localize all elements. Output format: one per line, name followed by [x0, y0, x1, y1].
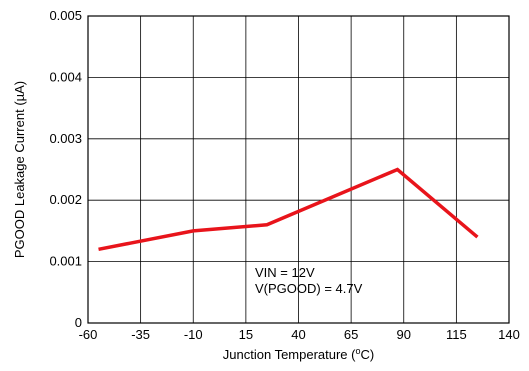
y-tick-label: 0.004	[49, 69, 82, 84]
x-axis-title: Junction Temperature (oC)	[223, 346, 374, 362]
x-tick-label: 15	[239, 327, 253, 342]
y-tick-label: 0.003	[49, 131, 82, 146]
series-line	[98, 167, 479, 252]
x-tick-label: 115	[446, 327, 467, 342]
x-tick-label: -10	[184, 327, 203, 342]
x-tick-label: -35	[131, 327, 150, 342]
y-tick-label: 0.001	[49, 254, 82, 269]
plot-area	[87, 15, 510, 324]
x-axis: -60 -35 -10 15 40 65 90 115 140	[79, 327, 520, 342]
annotation-text: VIN = 12V	[255, 265, 315, 280]
x-tick-label: -60	[79, 327, 98, 342]
y-axis: 0 0.001 0.002 0.003 0.004 0.005	[49, 8, 82, 330]
y-tick-label: 0.005	[49, 8, 82, 23]
x-tick-label: 140	[498, 327, 520, 342]
x-tick-label: 65	[344, 327, 358, 342]
annotation-text: V(PGOOD) = 4.7V	[255, 281, 363, 296]
y-tick-label: 0	[75, 315, 82, 330]
y-tick-label: 0.002	[49, 192, 82, 207]
series-layer	[98, 167, 479, 252]
grid	[87, 15, 510, 324]
x-tick-label: 40	[291, 327, 305, 342]
x-tick-label: 90	[397, 327, 411, 342]
y-axis-title: PGOOD Leakage Current (µA)	[12, 81, 27, 258]
